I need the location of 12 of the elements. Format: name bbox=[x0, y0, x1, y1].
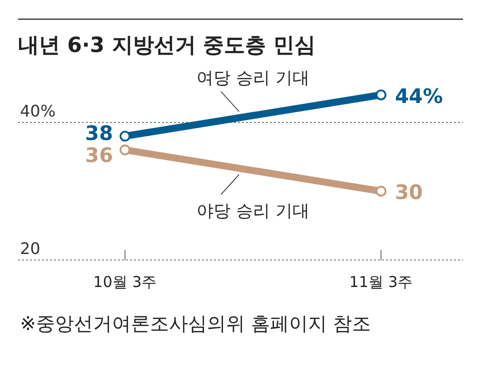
text: 내년 6·3 지방선거 중도층 민심 bbox=[18, 33, 316, 57]
y-tick-label: 20 bbox=[20, 239, 40, 258]
data-label: 30 bbox=[395, 180, 423, 204]
text: ※중앙선거여론조사심의위 홈페이지 참조 bbox=[20, 313, 371, 335]
x-tick-label: 11월 3주 bbox=[349, 273, 413, 291]
data-label: 38 bbox=[85, 121, 113, 146]
series-label: 여당 승리 기대 bbox=[196, 68, 310, 89]
data-label: 44% bbox=[395, 84, 443, 108]
y-tick-label: 40% bbox=[20, 101, 56, 120]
data-label: 36 bbox=[85, 142, 113, 167]
x-tick-label: 10월 3주 bbox=[93, 273, 157, 291]
series-label: 야당 승리 기대 bbox=[196, 202, 310, 222]
